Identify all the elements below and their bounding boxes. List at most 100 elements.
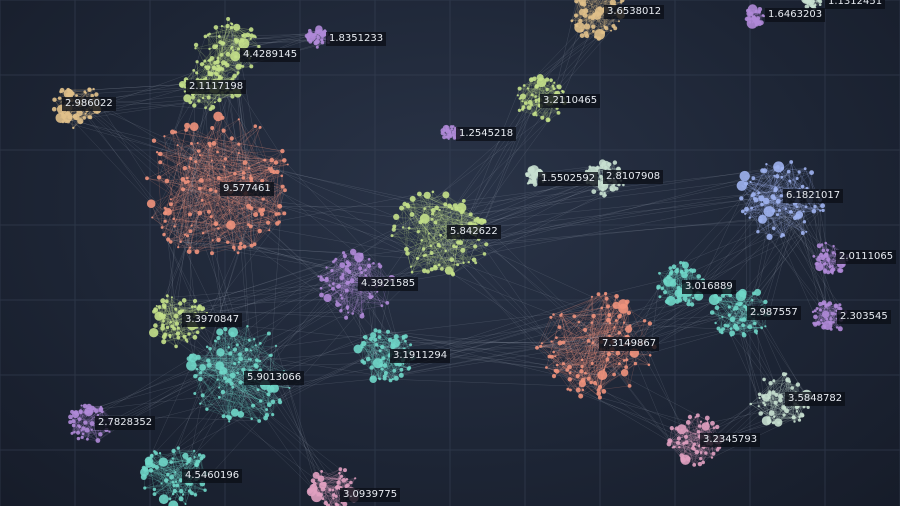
edge xyxy=(815,305,827,324)
edge xyxy=(178,151,218,248)
edge xyxy=(424,218,429,272)
edge xyxy=(725,295,742,326)
edge xyxy=(553,301,628,377)
edge xyxy=(196,190,286,252)
edge xyxy=(725,315,751,326)
edge xyxy=(187,162,277,237)
edge xyxy=(829,253,837,267)
edge xyxy=(438,205,450,266)
edge xyxy=(191,143,201,156)
edge xyxy=(209,29,252,35)
edge xyxy=(588,0,607,29)
edge xyxy=(221,26,224,44)
edge xyxy=(817,302,825,323)
edge xyxy=(813,304,827,324)
edge xyxy=(775,178,798,191)
edge xyxy=(159,154,264,211)
edge xyxy=(722,315,751,318)
edge xyxy=(410,240,423,267)
edge xyxy=(340,257,360,311)
edge xyxy=(584,294,607,330)
edge xyxy=(775,171,789,190)
edge xyxy=(215,27,219,59)
edge xyxy=(525,96,536,104)
edge xyxy=(348,305,382,313)
edge xyxy=(159,154,250,169)
edge xyxy=(170,160,285,200)
edge xyxy=(189,166,217,224)
edge xyxy=(753,186,803,195)
edge xyxy=(153,140,280,214)
edge xyxy=(347,282,363,315)
edge xyxy=(777,201,797,207)
edge xyxy=(402,214,413,228)
edge xyxy=(441,262,464,270)
edge xyxy=(658,267,671,288)
edge xyxy=(187,181,190,252)
edge xyxy=(746,195,753,210)
edge xyxy=(182,159,265,190)
edge xyxy=(739,304,743,320)
edge xyxy=(178,158,192,248)
edge xyxy=(586,0,594,17)
edge xyxy=(774,175,782,237)
edge xyxy=(269,186,283,231)
edge xyxy=(735,306,746,327)
edge xyxy=(164,126,256,214)
edge xyxy=(190,158,255,245)
edge xyxy=(321,259,361,280)
edge xyxy=(320,288,363,317)
edge xyxy=(157,151,272,169)
edge xyxy=(410,239,479,268)
edge xyxy=(326,279,370,295)
edge xyxy=(276,175,282,215)
edge xyxy=(522,85,558,97)
edge xyxy=(420,222,450,271)
edge xyxy=(435,222,446,251)
edge xyxy=(240,168,250,244)
edge xyxy=(199,188,280,207)
edge xyxy=(217,151,277,163)
edge xyxy=(156,152,163,228)
edge xyxy=(76,92,86,96)
edge xyxy=(327,272,362,299)
edge xyxy=(741,185,775,229)
edge xyxy=(392,219,481,236)
edge xyxy=(336,254,362,302)
edge xyxy=(420,222,446,252)
edge xyxy=(392,235,456,248)
edge xyxy=(254,213,285,245)
edge xyxy=(410,235,441,268)
edge xyxy=(219,36,229,55)
edge xyxy=(251,162,277,182)
edge xyxy=(211,247,234,254)
edge xyxy=(452,262,469,274)
edge xyxy=(720,316,723,332)
edge xyxy=(432,213,482,222)
edge xyxy=(749,170,765,218)
edge xyxy=(411,204,446,273)
edge xyxy=(224,166,235,248)
edge xyxy=(172,131,217,224)
edge xyxy=(774,175,792,213)
edge xyxy=(197,142,239,145)
edge xyxy=(427,195,441,236)
edge xyxy=(164,136,277,163)
edge xyxy=(188,181,219,241)
edge xyxy=(761,198,803,234)
edge xyxy=(152,126,256,218)
edge xyxy=(191,143,215,226)
edge xyxy=(342,259,361,275)
edge xyxy=(407,253,425,271)
edge xyxy=(201,160,285,181)
edge xyxy=(186,129,265,161)
edge xyxy=(742,170,765,212)
edge xyxy=(160,143,192,163)
edge xyxy=(262,150,283,181)
edge xyxy=(401,207,471,224)
edge xyxy=(346,257,360,291)
edge xyxy=(216,42,221,70)
edge xyxy=(150,203,169,240)
edge xyxy=(419,193,464,251)
edge xyxy=(435,222,439,246)
